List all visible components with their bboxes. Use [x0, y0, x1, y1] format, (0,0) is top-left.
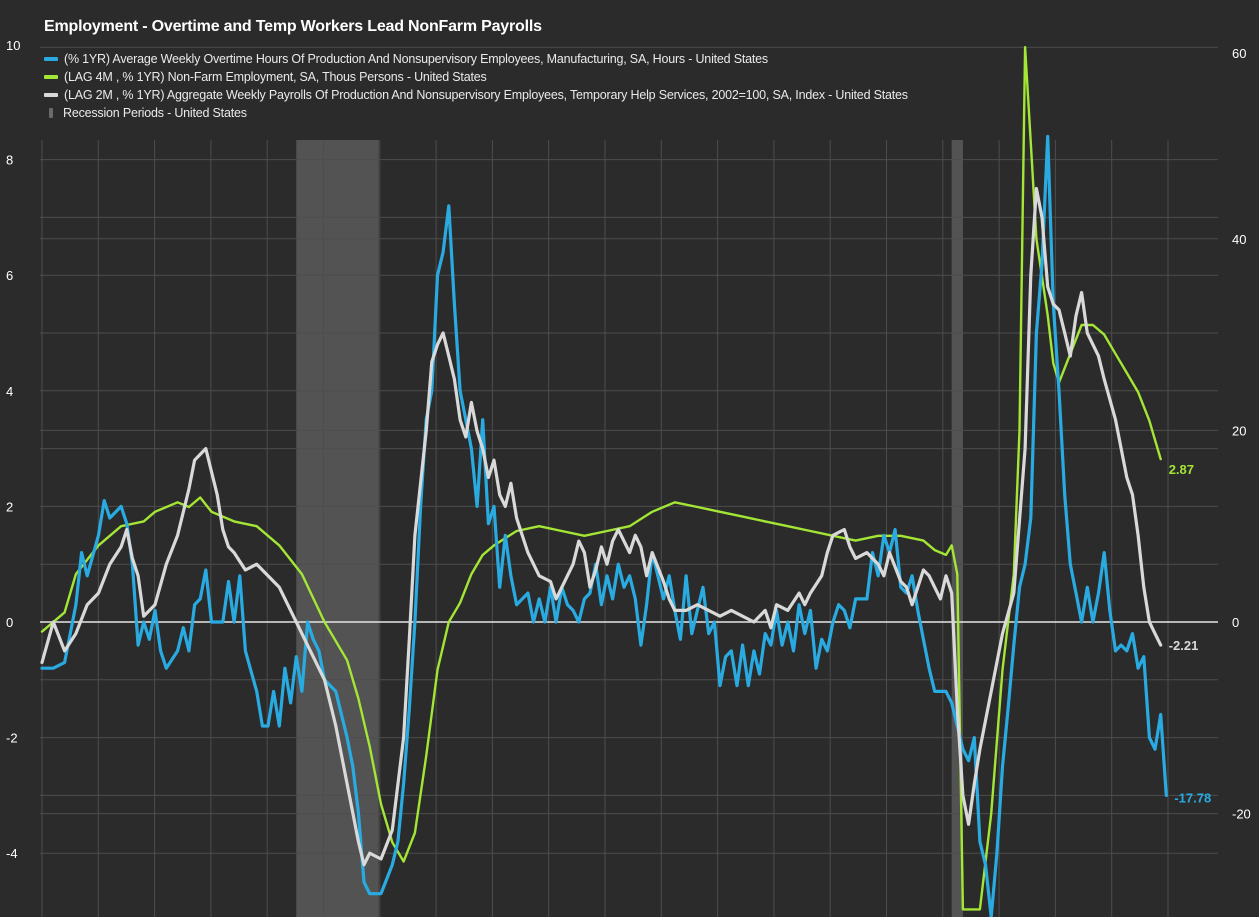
legend-label-overtime: (% 1YR) Average Weekly Overtime Hours Of…: [64, 52, 768, 66]
right-axis-tick-1: 40: [1232, 232, 1246, 247]
legend-swatch-temp: [44, 93, 58, 97]
left-axis-tick-6: -2: [6, 731, 18, 746]
right-axis-tick-3: 0: [1232, 615, 1239, 630]
end-label-nonfarm: 2.87: [1169, 462, 1194, 477]
legend-label-temp: (LAG 2M , % 1YR) Aggregate Weekly Payrol…: [64, 88, 908, 102]
grid-layer: [40, 46, 1218, 917]
legend-swatch-overtime: [44, 57, 58, 61]
legend-item-nonfarm: (LAG 4M , % 1YR) Non-Farm Employment, SA…: [44, 68, 908, 86]
legend-swatch-nonfarm: [44, 75, 58, 79]
series-layer: [40, 46, 1168, 917]
left-axis-tick-7: -4: [6, 846, 18, 861]
series-line-temp: [40, 186, 1163, 867]
chart-title: Employment - Overtime and Temp Workers L…: [44, 18, 542, 35]
right-axis-tick-0: 60: [1232, 46, 1246, 61]
left-axis-tick-2: 6: [6, 268, 13, 283]
legend-item-temp: (LAG 2M , % 1YR) Aggregate Weekly Payrol…: [44, 86, 908, 104]
legend-item-recession: Recession Periods - United States: [44, 104, 908, 122]
legend-label-nonfarm: (LAG 4M , % 1YR) Non-Farm Employment, SA…: [64, 70, 487, 84]
series-line-nonfarm: [40, 46, 1162, 911]
recession-band-0: [296, 140, 379, 917]
end-label-layer: -17.78 2.87 -2.21: [1169, 462, 1212, 805]
right-axis-tick-4: -20: [1232, 807, 1251, 822]
recession-band-1: [951, 140, 963, 917]
recession-layer: [296, 140, 963, 917]
end-label-temp: -2.21: [1169, 638, 1199, 653]
left-axis-tick-3: 4: [6, 384, 13, 399]
legend-label-recession: Recession Periods - United States: [63, 106, 247, 120]
legend: (% 1YR) Average Weekly Overtime Hours Of…: [44, 50, 908, 122]
end-label-overtime: -17.78: [1174, 790, 1211, 805]
left-axis-tick-5: 0: [6, 615, 13, 630]
left-axis-tick-4: 2: [6, 499, 13, 514]
left-axis-tick-0: 10: [6, 38, 20, 53]
left-axis-tick-1: 8: [6, 153, 13, 168]
legend-item-overtime: (% 1YR) Average Weekly Overtime Hours Of…: [44, 50, 908, 68]
legend-swatch-recession: [49, 108, 53, 118]
right-axis-tick-2: 20: [1232, 423, 1246, 438]
series-line-overtime: [40, 134, 1168, 917]
